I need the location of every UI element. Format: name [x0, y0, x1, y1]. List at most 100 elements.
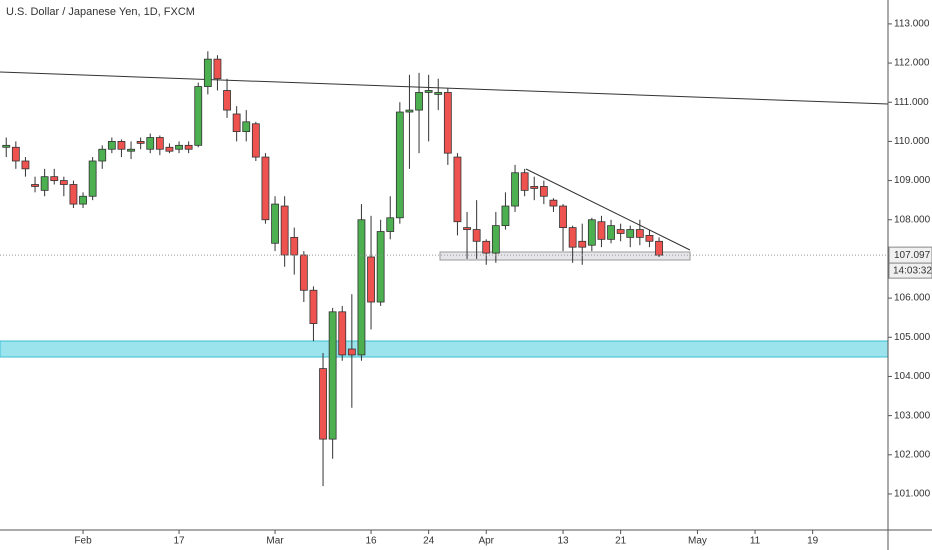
candle-body [347, 348, 356, 356]
chart-title: U.S. Dollar / Japanese Yen, 1D, FXCM [6, 6, 195, 18]
candle-body [88, 160, 97, 197]
y-tick-label: 103.000 [894, 410, 931, 421]
candle-body [165, 146, 174, 152]
y-tick-label: 105.000 [894, 332, 931, 343]
candle-body [242, 121, 251, 133]
countdown-box [888, 262, 932, 279]
candle-body [357, 219, 366, 356]
candle-body [338, 311, 347, 356]
countdown-label: 14:03:32 [893, 265, 932, 276]
y-tick-label: 102.000 [894, 449, 931, 460]
candle-body [415, 92, 423, 111]
candle-body [367, 256, 375, 303]
y-tick-label: 106.000 [894, 293, 931, 304]
x-tick-label: Mar [266, 536, 284, 547]
candle-body [501, 205, 510, 227]
candle-body [290, 236, 299, 256]
candle-body [549, 199, 558, 207]
candle-body [184, 144, 193, 150]
candle-body [194, 86, 203, 146]
candle-body [386, 217, 395, 232]
candle-body [40, 176, 49, 191]
candle-body [299, 254, 308, 291]
candle-body [511, 172, 519, 207]
candle-body [559, 205, 567, 228]
trend-line [525, 168, 691, 251]
candle-body [2, 144, 11, 148]
last-price-label: 107.097 [894, 250, 931, 261]
candle-body [117, 141, 126, 150]
support-zone [0, 340, 889, 358]
candle-body [434, 92, 443, 95]
candle-body [655, 240, 663, 256]
x-tick-label: 24 [423, 536, 435, 547]
candle-body [127, 148, 135, 152]
x-tick-label: 16 [365, 536, 377, 547]
candle-body [175, 144, 183, 150]
x-tick-label: Apr [478, 536, 494, 547]
candle-body [395, 111, 404, 219]
candle-body [136, 141, 145, 144]
candle-body [328, 311, 337, 440]
y-tick-label: 108.000 [894, 214, 931, 225]
x-tick-label: 13 [557, 536, 569, 547]
candle-body [31, 184, 39, 187]
candle-body [155, 137, 164, 150]
candle-body [424, 90, 433, 93]
x-tick-label: 19 [807, 536, 819, 547]
candle-body [11, 146, 20, 162]
candle-body [223, 90, 231, 111]
candle-body [50, 176, 59, 181]
x-tick-label: Feb [74, 536, 92, 547]
candle-body [146, 137, 155, 150]
candle-body [482, 240, 491, 254]
candle-body [597, 221, 606, 240]
candle-body [607, 225, 615, 240]
candle-body [443, 92, 452, 154]
candle-body [405, 109, 414, 113]
candle-body [98, 148, 107, 162]
candle-body [472, 229, 481, 242]
candle-body [376, 231, 385, 303]
candle-body [107, 141, 116, 150]
candle-body [261, 156, 270, 221]
candle-body [539, 186, 548, 197]
candle-body [79, 195, 87, 205]
candle-body [635, 229, 644, 238]
x-tick-label: 17 [173, 536, 185, 547]
candle-body [530, 186, 539, 189]
y-tick-label: 113.000 [894, 19, 930, 30]
y-tick-label: 101.000 [894, 489, 931, 500]
candle-body [491, 225, 500, 254]
candle-body [213, 58, 222, 80]
y-tick-label: 109.000 [894, 175, 931, 186]
candle-body [587, 219, 596, 246]
candle-body [21, 160, 30, 170]
candle-body [251, 123, 260, 158]
candle-body [59, 180, 68, 185]
candle-body [203, 58, 212, 87]
candle-body [271, 203, 279, 244]
candle-body [645, 235, 654, 242]
trend-line [0, 71, 889, 105]
x-tick-label: 21 [615, 536, 627, 547]
x-tick-label: May [688, 536, 707, 547]
candle-body [232, 113, 241, 133]
range-box [439, 251, 691, 261]
candle-body [578, 240, 587, 248]
candle-body [69, 184, 78, 205]
candle-body [626, 229, 635, 238]
y-tick-label: 110.000 [894, 136, 930, 147]
candle-body [463, 227, 471, 230]
candle-body [568, 227, 577, 248]
candle-body [616, 229, 625, 234]
candle-body [453, 156, 462, 223]
y-tick-label: 111.000 [894, 97, 929, 108]
y-tick-label: 112.000 [894, 58, 930, 69]
candle-body [319, 368, 327, 440]
y-tick-label: 104.000 [894, 371, 931, 382]
x-tick-label: 11 [750, 536, 761, 547]
candle-body [309, 289, 318, 324]
candle-body [520, 172, 529, 191]
